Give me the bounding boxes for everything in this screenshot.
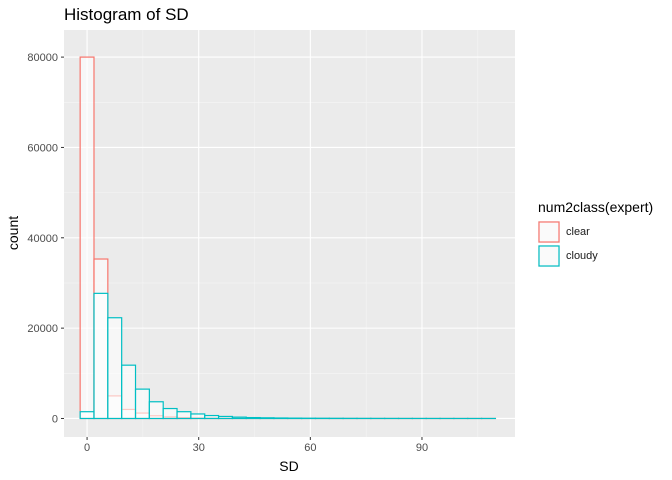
histogram-bar-cloudy [134,388,150,420]
y-tick-label: 60000 [27,142,58,154]
y-tick-label: 80000 [27,52,58,64]
x-tick-label: 0 [84,442,90,454]
legend-title: num2class(expert) [538,199,654,215]
x-axis-label: SD [279,458,298,474]
histogram-bar-cloudy [190,413,206,420]
histogram-bar-cloudy [93,292,109,420]
minor-gridlines [64,30,515,437]
legend-key-clear [538,221,560,243]
histogram-bar-cloudy [217,415,234,420]
histogram-bars [79,56,497,420]
histogram-bar-cloudy [79,411,95,420]
x-tick-label: 60 [304,442,316,454]
y-tick-label: 40000 [27,233,58,245]
x-tick-label: 90 [416,442,428,454]
plot-panel [64,30,515,437]
legend-keys [538,221,560,267]
y-tick-label: 20000 [27,323,58,335]
histogram-bar-cloudy [148,401,164,420]
histogram-bar-cloudy [162,407,178,420]
legend-label-clear: clear [566,226,590,238]
legend-key-cloudy [538,245,560,267]
y-tick-label: 0 [52,413,58,425]
histogram-bar-cloudy [176,411,192,420]
y-axis-label: count [5,216,21,250]
x-tick-label: 30 [193,442,205,454]
histogram-bar-cloudy [245,416,261,420]
histogram-bar-clear [79,56,95,420]
legend-label-cloudy: cloudy [566,250,598,262]
histogram-bar-cloudy [204,414,220,420]
histogram-bar-cloudy [259,417,275,420]
histogram-bar-cloudy [121,364,137,420]
histogram-bar-cloudy [107,317,123,420]
histogram-bar-cloudy [231,416,247,420]
axes: 0 30 60 90 0 20000 40000 60000 80000 [27,52,428,454]
chart-title: Histogram of SD [64,5,189,24]
